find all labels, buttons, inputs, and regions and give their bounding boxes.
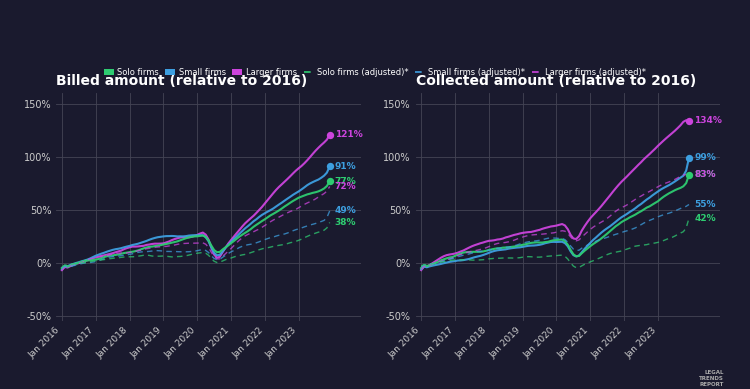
Text: Billed amount (relative to 2016): Billed amount (relative to 2016)	[56, 74, 308, 88]
Text: 121%: 121%	[334, 130, 362, 139]
Text: 77%: 77%	[334, 177, 356, 186]
Text: 72%: 72%	[334, 182, 356, 191]
Legend: Solo firms, Small firms, Larger firms, Solo firms (adjusted)*, Small firms (adju: Solo firms, Small firms, Larger firms, S…	[100, 65, 650, 80]
Text: 91%: 91%	[334, 162, 356, 171]
Point	[324, 131, 336, 138]
Text: 134%: 134%	[694, 116, 722, 125]
Point	[324, 178, 336, 184]
Text: LEGAL
TRENDS
REPORT: LEGAL TRENDS REPORT	[699, 370, 724, 387]
Point	[683, 172, 695, 178]
Text: 38%: 38%	[334, 218, 356, 227]
Point	[683, 155, 695, 161]
Text: 99%: 99%	[694, 153, 715, 163]
Text: 55%: 55%	[694, 200, 715, 209]
Text: 83%: 83%	[694, 170, 715, 179]
Text: 83%: 83%	[694, 170, 715, 179]
Point	[683, 118, 695, 124]
Text: 49%: 49%	[334, 206, 356, 216]
Text: 42%: 42%	[694, 214, 715, 223]
Text: Collected amount (relative to 2016): Collected amount (relative to 2016)	[416, 74, 696, 88]
Point	[324, 163, 336, 170]
